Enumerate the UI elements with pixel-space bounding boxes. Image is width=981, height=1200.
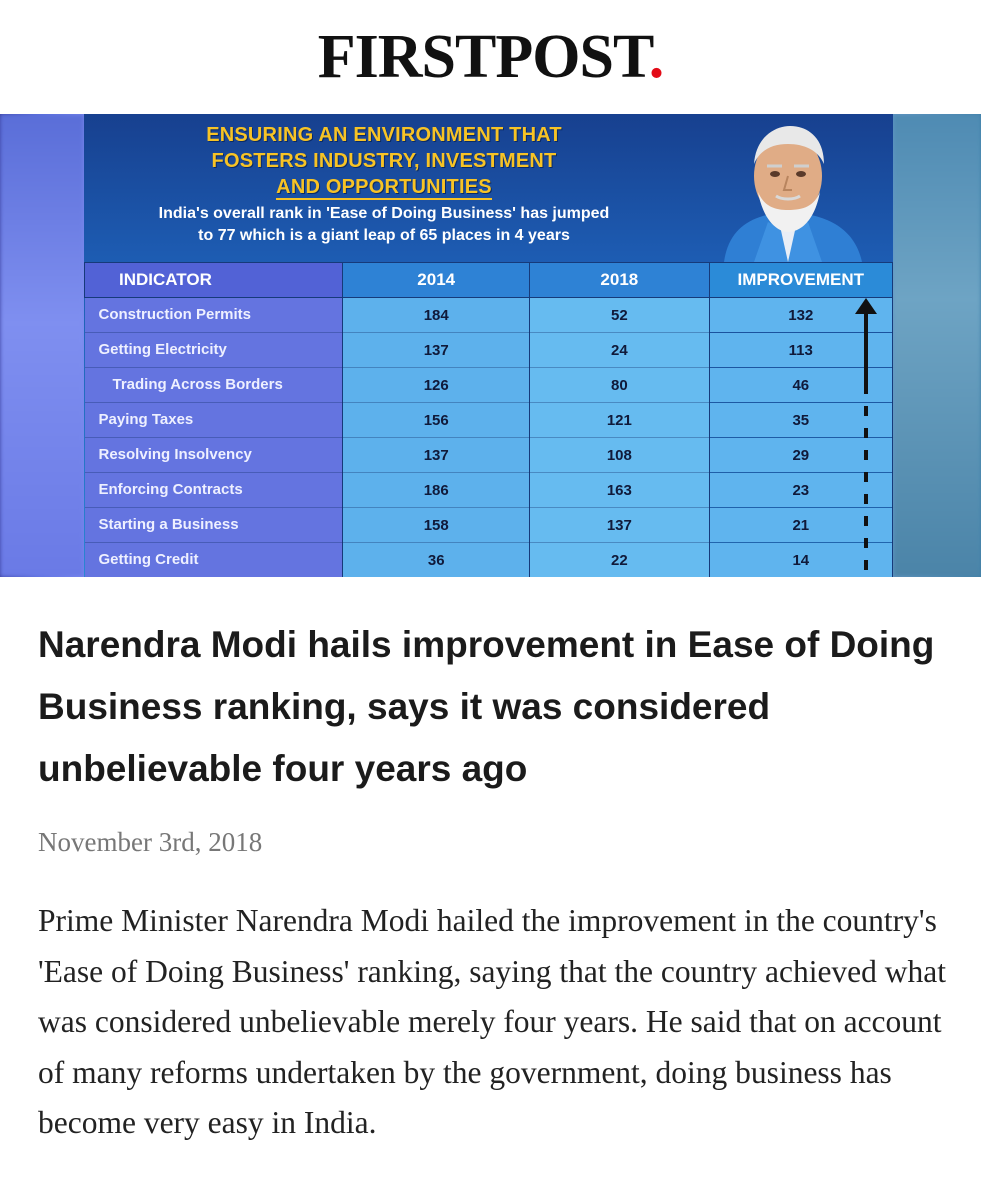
improvement-value: 21 [709, 507, 894, 543]
table-row: Resolving Insolvency 137 108 29 [84, 437, 894, 473]
indicator-name: Construction Permits [84, 297, 344, 333]
infographic-subtitle-line2: to 77 which is a giant leap of 65 places… [198, 227, 570, 244]
infographic-panel: ENSURING AN ENVIRONMENT THAT FOSTERS IND… [83, 114, 894, 577]
improvement-value: 132 [709, 297, 894, 333]
rank-2014: 156 [342, 402, 531, 438]
table-row: Getting Electricity 137 24 113 [84, 332, 894, 368]
rank-2014: 137 [342, 332, 531, 368]
table-header-row: INDICATOR 2014 2018 IMPROVEMENT [83, 262, 894, 298]
infographic-subtitle: India's overall rank in 'Ease of Doing B… [84, 203, 684, 247]
arrow-dash [864, 472, 868, 482]
logo-text: FIRSTPOST [317, 23, 650, 91]
arrow-dash [864, 560, 868, 570]
rank-2018: 24 [529, 332, 710, 368]
firstpost-logo[interactable]: FIRSTPOST. [0, 24, 981, 90]
logo-dot: . [648, 23, 664, 91]
indicator-name: Starting a Business [84, 507, 344, 543]
article-date: November 3rd, 2018 [38, 827, 263, 857]
header-indicator: INDICATOR [83, 262, 344, 298]
improvement-value: 29 [709, 437, 894, 473]
person-portrait-icon [724, 126, 862, 262]
blur-edge-right [893, 114, 981, 577]
improvement-value: 14 [709, 542, 894, 577]
rank-2014: 137 [342, 437, 531, 473]
indicator-name: Trading Across Borders [84, 367, 344, 403]
improvement-value: 113 [709, 332, 894, 368]
infographic-image[interactable]: ENSURING AN ENVIRONMENT THAT FOSTERS IND… [0, 114, 981, 577]
header-2014: 2014 [342, 262, 531, 298]
indicator-name: Enforcing Contracts [84, 472, 344, 508]
indicator-name: Getting Electricity [84, 332, 344, 368]
rank-2018: 163 [529, 472, 710, 508]
indicator-name: Getting Credit [84, 542, 344, 577]
arrow-dash [864, 406, 868, 416]
header-improvement: IMPROVEMENT [708, 262, 894, 298]
rank-2018: 108 [529, 437, 710, 473]
improvement-value: 46 [709, 367, 894, 403]
table-row: Construction Permits 184 52 132 [84, 297, 894, 333]
rank-2018: 121 [529, 402, 710, 438]
improvement-value: 23 [709, 472, 894, 508]
rank-2014: 126 [342, 367, 531, 403]
rank-2014: 186 [342, 472, 531, 508]
infographic-title-line3: AND OPPORTUNITIES [276, 176, 492, 200]
rank-2018: 22 [529, 542, 710, 577]
table-row: Enforcing Contracts 186 163 23 [84, 472, 894, 508]
infographic-heading: ENSURING AN ENVIRONMENT THAT FOSTERS IND… [84, 122, 684, 247]
rank-2014: 36 [342, 542, 531, 577]
header-2018: 2018 [529, 262, 710, 298]
infographic-title-line2: FOSTERS INDUSTRY, INVESTMENT [211, 150, 557, 172]
arrow-dash [864, 516, 868, 526]
infographic-title: ENSURING AN ENVIRONMENT THAT FOSTERS IND… [84, 122, 684, 200]
article-headline[interactable]: Narendra Modi hails improvement in Ease … [38, 624, 935, 789]
table-row: Paying Taxes 156 121 35 [84, 402, 894, 438]
rank-2014: 184 [342, 297, 531, 333]
table-row: Starting a Business 158 137 21 [84, 507, 894, 543]
rank-2018: 137 [529, 507, 710, 543]
arrow-dash [864, 450, 868, 460]
arrow-dash [864, 428, 868, 438]
rank-2018: 80 [529, 367, 710, 403]
arrow-up-icon [855, 298, 877, 314]
blur-edge-left [0, 114, 84, 577]
improvement-value: 35 [709, 402, 894, 438]
masthead: FIRSTPOST. [0, 0, 981, 114]
indicator-name: Paying Taxes [84, 402, 344, 438]
table-row: Trading Across Borders 126 80 46 [84, 367, 894, 403]
infographic-subtitle-line1: India's overall rank in 'Ease of Doing B… [158, 205, 610, 222]
rank-2018: 52 [529, 297, 710, 333]
rankings-table: INDICATOR 2014 2018 IMPROVEMENT Construc… [83, 262, 894, 577]
arrow-dash [864, 494, 868, 504]
table-row: Getting Credit 36 22 14 [84, 542, 894, 577]
indicator-name: Resolving Insolvency [84, 437, 344, 473]
infographic-title-line1: ENSURING AN ENVIRONMENT THAT [206, 124, 562, 146]
arrow-shaft [864, 310, 868, 394]
rank-2014: 158 [342, 507, 531, 543]
article-body: Prime Minister Narendra Modi hailed the … [38, 903, 947, 1140]
arrow-dash [864, 538, 868, 548]
